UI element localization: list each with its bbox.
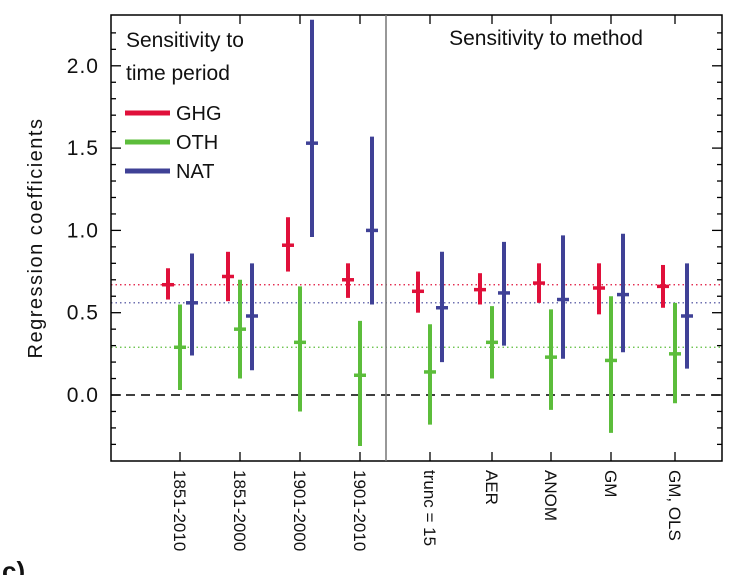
legend: GHG OTH NAT [125,103,222,183]
panel-title-right: Sensitivity to method [449,27,643,50]
xtick-label: 1851-2000 [230,470,249,551]
y-axis-label: Regression coefficients [25,118,47,359]
ytick-label: 0.0 [67,384,99,407]
panel-title-left-line1: Sensitivity to [126,29,244,52]
xtick-label: GM [601,470,620,497]
tick-labels: 0.0 0.5 1.0 1.5 2.0 Regression coefficients 18… [25,55,684,552]
xtick-label: GM, OLS [665,470,684,541]
panel-titles: Sensitivity to time period Sensitivity to … [2,27,643,580]
xtick-label: 1901-2000 [290,470,309,551]
legend-label-nat: NAT [176,161,215,183]
axes [110,14,723,462]
panel-letter: c) [2,556,25,575]
ytick-label: 0.5 [67,302,99,325]
legend-label-ghg: GHG [176,103,222,125]
xtick-label: 1901-2010 [350,470,369,551]
panel-title-left-line2: time period [126,62,230,85]
ytick-label: 2.0 [67,55,99,78]
xtick-label: ANOM [541,470,560,521]
ytick-label: 1.0 [67,219,99,242]
xtick-label: AER [482,470,501,505]
reference-lines [111,284,722,396]
tick-marks [111,15,722,461]
xtick-label: trunc = 15 [420,470,439,546]
legend-label-oth: OTH [176,132,218,154]
error-bars [162,19,693,447]
plot-frame [110,14,723,462]
xtick-label: 1851-2010 [170,470,189,551]
ytick-label: 1.5 [67,137,99,160]
